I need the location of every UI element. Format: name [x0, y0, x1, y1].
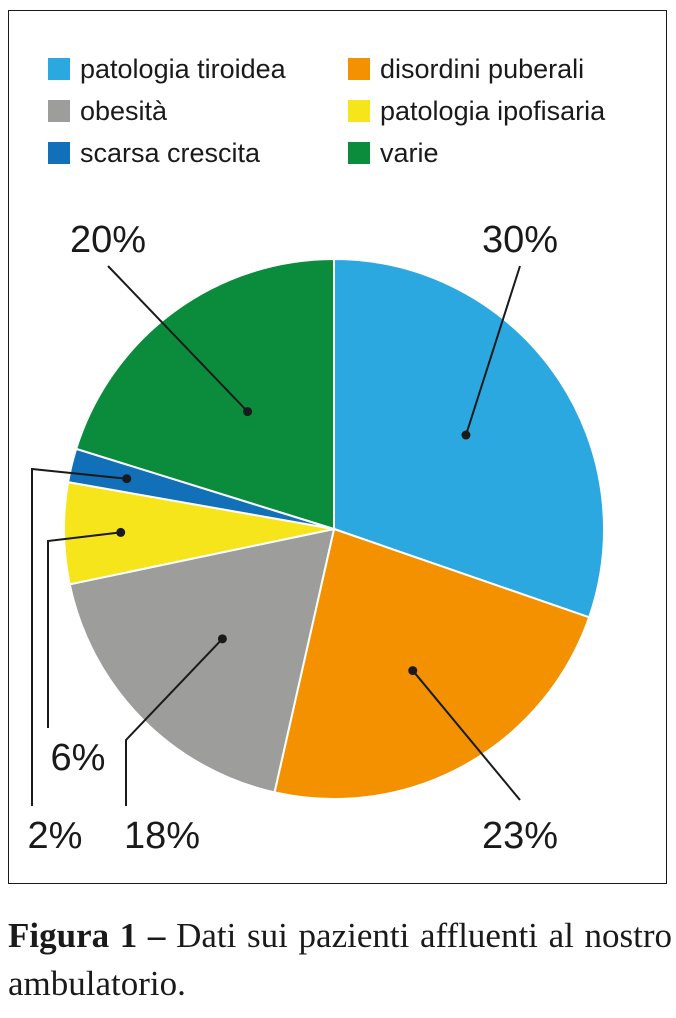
pie-slice-varie	[74, 257, 335, 531]
leader-line	[47, 531, 121, 728]
legend-item-scarsa-crescita: scarsa crescita	[48, 136, 348, 170]
data-label: 2%	[28, 815, 83, 857]
pie-chart: 30% 23% 18% 6% 2% 20%	[28, 219, 605, 857]
leader-line	[465, 265, 521, 436]
caption-text: Dati sui pazienti affluenti al nostro am…	[8, 916, 672, 1003]
leader-dot	[408, 666, 418, 676]
leader-line	[125, 638, 224, 806]
data-label: 18%	[124, 815, 200, 857]
leader-line	[411, 669, 521, 801]
leader-dot	[217, 634, 227, 644]
legend-item-patologia-tiroidea: patologia tiroidea	[48, 52, 348, 86]
leader-line	[31, 467, 127, 806]
data-label: 23%	[482, 815, 558, 857]
legend-label: varie	[380, 137, 439, 168]
caption-label: Figura 1 –	[8, 916, 166, 955]
legend-label: patologia tiroidea	[80, 53, 286, 84]
legend-label: scarsa crescita	[80, 137, 261, 168]
data-label: 6%	[51, 737, 106, 779]
leader-line	[107, 265, 249, 413]
figure-caption: Figura 1 – Dati sui pazienti affluenti a…	[8, 912, 672, 1008]
figure-frame	[8, 10, 667, 884]
legend-label: disordini puberali	[380, 53, 585, 84]
leader-dot	[116, 527, 126, 537]
data-label: 20%	[70, 219, 146, 261]
legend-item-disordini-puberali: disordini puberali	[348, 52, 628, 86]
data-label: 30%	[482, 219, 558, 261]
legend-item-patologia-ipofisaria: patologia ipofisaria	[348, 94, 628, 128]
leader-dot	[243, 407, 253, 417]
leader-dot	[461, 430, 471, 440]
legend-swatch	[48, 58, 70, 80]
legend-item-obesita: obesità	[48, 94, 348, 128]
legend-label: obesità	[80, 95, 168, 126]
legend-swatch	[348, 100, 370, 122]
legend-swatch	[348, 58, 370, 80]
legend-swatch	[348, 142, 370, 164]
legend-swatch	[48, 100, 70, 122]
leader-dot	[122, 474, 132, 484]
legend-label: patologia ipofisaria	[380, 95, 606, 126]
legend-item-varie: varie	[348, 136, 628, 170]
pie-slice-disordini-puberali	[273, 527, 591, 800]
legend-swatch	[48, 142, 70, 164]
chart-legend: patologia tiroidea disordini puberali ob…	[48, 52, 628, 170]
